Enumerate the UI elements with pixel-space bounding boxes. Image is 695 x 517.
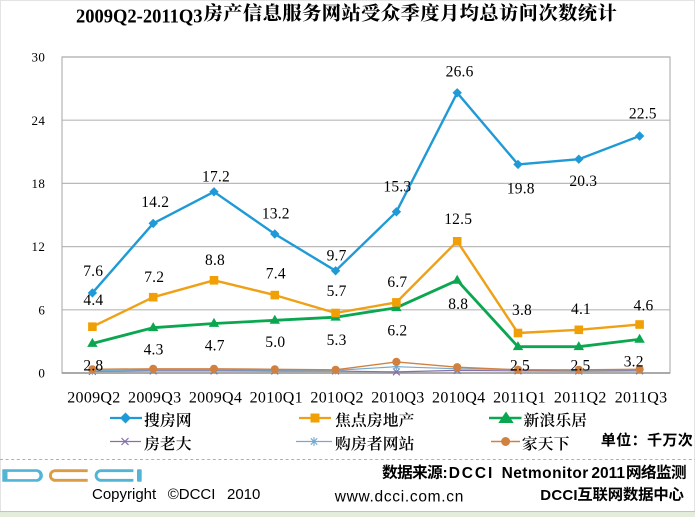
svg-text:14.2: 14.2: [141, 194, 169, 211]
svg-text:2011Q3: 2011Q3: [615, 390, 668, 407]
svg-text:6.7: 6.7: [387, 274, 407, 291]
svg-text:6.2: 6.2: [387, 322, 407, 339]
svg-text:Copyright: Copyright: [92, 486, 157, 503]
svg-text:0: 0: [38, 366, 45, 381]
svg-text:26.6: 26.6: [446, 63, 474, 80]
svg-text:2010Q2: 2010Q2: [310, 390, 363, 407]
svg-text:DCCI: DCCI: [540, 487, 577, 504]
svg-text:6: 6: [38, 302, 45, 317]
svg-text:19.8: 19.8: [507, 180, 535, 197]
svg-text:2.5: 2.5: [510, 358, 530, 375]
svg-text:Netmonitor: Netmonitor: [502, 465, 589, 482]
svg-text:3.8: 3.8: [512, 302, 532, 319]
svg-text:15.3: 15.3: [383, 179, 411, 196]
svg-text:5.0: 5.0: [265, 334, 285, 351]
svg-text:2009Q3: 2009Q3: [128, 390, 181, 407]
svg-text:30: 30: [31, 50, 45, 65]
svg-text:2011Q2: 2011Q2: [554, 390, 607, 407]
svg-text:2010Q3: 2010Q3: [371, 390, 424, 407]
svg-text:12.5: 12.5: [444, 211, 472, 228]
svg-text:4.7: 4.7: [205, 337, 225, 354]
svg-text:5.7: 5.7: [327, 283, 347, 300]
svg-text:20.3: 20.3: [569, 173, 597, 190]
svg-text:18: 18: [31, 176, 45, 191]
svg-text:www.dcci.com.cn: www.dcci.com.cn: [334, 489, 464, 506]
svg-text:2009Q2: 2009Q2: [67, 390, 120, 407]
svg-text:8.8: 8.8: [205, 252, 225, 269]
svg-text:4.1: 4.1: [571, 301, 591, 318]
svg-text:22.5: 22.5: [629, 105, 657, 122]
svg-text:8.8: 8.8: [448, 296, 468, 313]
svg-text:24: 24: [31, 113, 45, 128]
svg-text:7.2: 7.2: [144, 269, 164, 286]
svg-text:12: 12: [31, 239, 45, 254]
svg-text:7.4: 7.4: [266, 266, 286, 283]
svg-text:2009Q4: 2009Q4: [189, 390, 242, 407]
svg-text:2011Q1: 2011Q1: [493, 390, 546, 407]
svg-text:DCCI: DCCI: [449, 465, 495, 482]
svg-text:5.3: 5.3: [327, 332, 347, 349]
svg-text:2011: 2011: [591, 465, 625, 482]
svg-text::: :: [443, 465, 448, 482]
svg-text:2.5: 2.5: [571, 357, 591, 374]
svg-text:13.2: 13.2: [262, 206, 290, 223]
svg-text:©DCCI: ©DCCI: [168, 486, 216, 503]
svg-text:2010: 2010: [227, 486, 260, 503]
svg-text:7.6: 7.6: [83, 263, 103, 280]
svg-text:9.7: 9.7: [327, 248, 347, 265]
svg-text:4.6: 4.6: [634, 297, 654, 314]
svg-text:2.8: 2.8: [83, 357, 103, 374]
svg-text:2010Q1: 2010Q1: [250, 390, 303, 407]
svg-text:17.2: 17.2: [202, 168, 230, 185]
svg-text:4.3: 4.3: [144, 342, 164, 359]
svg-text:2009Q2-2011Q3: 2009Q2-2011Q3: [76, 6, 203, 28]
svg-text:2010Q4: 2010Q4: [432, 390, 485, 407]
svg-text:3.2: 3.2: [624, 354, 644, 371]
svg-text:4.4: 4.4: [83, 292, 103, 309]
